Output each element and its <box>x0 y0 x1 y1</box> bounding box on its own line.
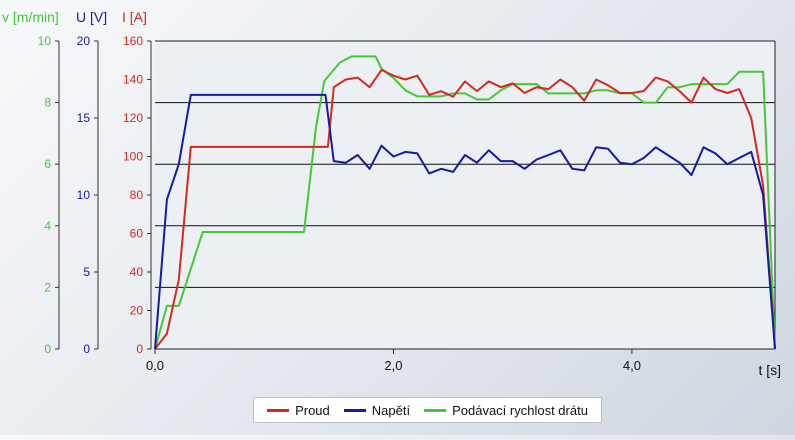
x-tick-label-1: 2,0 <box>384 358 402 373</box>
current-tick-label-0: 0 <box>136 342 143 356</box>
legend-label-speed: Podávací rychlost drátu <box>452 402 588 418</box>
legend-item-current: Proud <box>267 403 330 418</box>
x-tick-label-0: 0,0 <box>146 358 164 373</box>
legend-item-voltage: Napětí <box>343 402 411 418</box>
x-axis-label: t [s] <box>758 362 781 378</box>
current-axis-label: I [A] <box>122 9 147 25</box>
current-tick-label-2: 40 <box>130 265 144 279</box>
speed-tick-label-2: 4 <box>44 219 51 233</box>
speed-tick-label-3: 6 <box>44 157 51 171</box>
current-tick-label-6: 120 <box>123 111 143 125</box>
legend: Proud Napětí Podávací rychlost drátu <box>253 397 602 423</box>
voltage-axis-label: U [V] <box>76 9 107 25</box>
legend-item-speed: Podávací rychlost drátu <box>424 403 588 418</box>
x-tick-label-2: 4,0 <box>623 358 641 373</box>
legend-swatch-speed <box>424 408 447 412</box>
plot-background <box>155 41 775 349</box>
speed-tick-label-1: 2 <box>44 280 51 294</box>
current-tick-label-7: 140 <box>123 73 143 87</box>
voltage-tick-label-0: 0 <box>83 342 90 356</box>
series-line-voltage <box>154 93 776 350</box>
speed-axis-label: v [m/min] <box>2 9 59 25</box>
speed-tick-label-0: 0 <box>44 342 51 356</box>
current-tick-label-3: 60 <box>130 227 144 241</box>
legend-swatch-voltage <box>343 408 366 412</box>
legend-label-current: Proud <box>295 402 330 418</box>
legend-label-voltage: Napětí <box>371 402 411 418</box>
voltage-tick-label-1: 5 <box>83 265 90 279</box>
legend-swatch-current <box>267 408 290 412</box>
voltage-tick-label-4: 20 <box>77 34 91 48</box>
series-line-speed <box>154 55 776 350</box>
speed-tick-label-4: 8 <box>44 96 51 110</box>
current-tick-label-5: 100 <box>123 150 143 164</box>
voltage-tick-label-2: 10 <box>77 188 91 202</box>
current-tick-label-4: 80 <box>130 188 144 202</box>
voltage-tick-label-3: 15 <box>77 111 91 125</box>
current-tick-label-1: 20 <box>130 304 144 318</box>
current-tick-label-8: 160 <box>123 34 143 48</box>
series-line-current <box>154 68 776 350</box>
speed-tick-label-5: 10 <box>38 34 52 48</box>
